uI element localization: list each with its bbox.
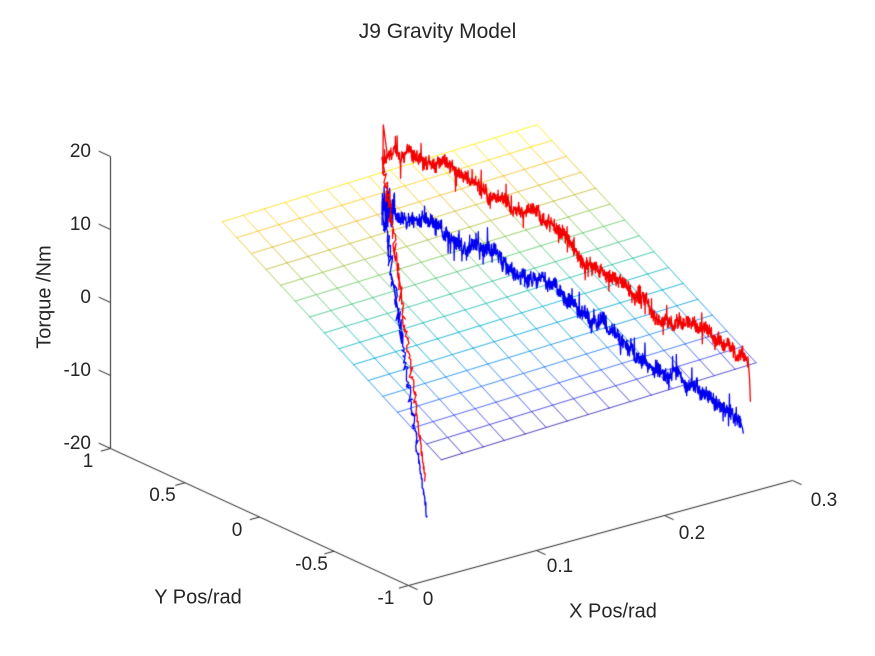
plot-title: J9 Gravity Model: [358, 20, 517, 43]
y-tick-label: 0: [231, 519, 243, 541]
y-tick-label: 0.5: [149, 485, 176, 507]
z-axis-label: Torque /Nm: [33, 245, 56, 349]
z-tick-label: 0: [80, 287, 91, 308]
z-tick-label: -10: [63, 360, 91, 381]
z-tick-label: 10: [69, 214, 91, 235]
x-tick-label: 0.2: [678, 523, 706, 544]
x-tick-label: 0.1: [546, 556, 574, 577]
x-tick-label: 0: [422, 589, 434, 610]
x-tick-label: 0.3: [810, 490, 838, 511]
y-tick-label: 1: [82, 451, 94, 472]
y-axis-label: Y Pos/rad: [154, 586, 242, 609]
z-tick-label: -20: [63, 433, 91, 454]
y-tick-label: -1: [377, 588, 395, 609]
z-tick-label: 20: [69, 141, 91, 162]
x-axis-label: X Pos/rad: [569, 600, 657, 623]
y-tick-label: -0.5: [295, 553, 328, 575]
